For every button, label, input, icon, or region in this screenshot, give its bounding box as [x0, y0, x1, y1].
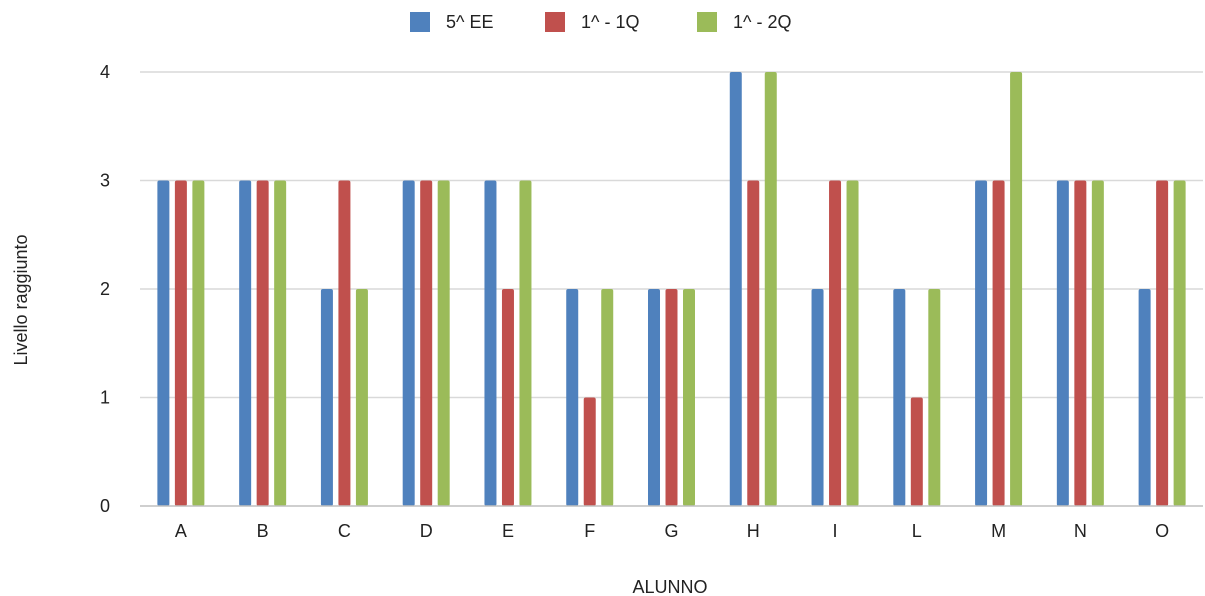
bar-l-series-2: [910, 397, 923, 506]
bar-h-series-1: [729, 72, 742, 506]
legend-label: 1^ - 2Q: [733, 12, 791, 32]
bar-m-series-3: [1010, 72, 1023, 506]
bar-o-series-3: [1173, 180, 1186, 506]
bar-a-series-3: [192, 180, 205, 506]
bar-e-series-2: [501, 289, 514, 506]
x-axis-title: ALUNNO: [632, 577, 707, 596]
x-tick-label: N: [1074, 521, 1087, 541]
y-tick-label: 0: [100, 496, 110, 516]
bar-d-series-2: [420, 180, 433, 506]
bar-f-series-1: [566, 289, 579, 506]
x-tick-label: O: [1155, 521, 1169, 541]
bar-o-series-2: [1156, 180, 1169, 506]
bar-f-series-2: [583, 397, 596, 506]
legend-swatch: [410, 12, 430, 32]
bar-h-series-3: [764, 72, 777, 506]
bar-g-series-3: [683, 289, 695, 506]
bar-i-series-2: [829, 180, 842, 506]
bar-e-series-3: [519, 180, 532, 506]
legend-label: 5^ EE: [446, 12, 493, 32]
bar-n-series-3: [1091, 180, 1104, 506]
x-tick-label: I: [833, 521, 838, 541]
x-tick-label: G: [664, 521, 678, 541]
bar-g-series-1: [648, 289, 660, 506]
x-tick-label: L: [912, 521, 922, 541]
x-tick-label: F: [584, 521, 595, 541]
bar-n-series-1: [1056, 180, 1069, 506]
bar-f-series-3: [601, 289, 614, 506]
bar-m-series-2: [992, 180, 1005, 506]
y-tick-label: 4: [100, 62, 110, 82]
bar-b-series-1: [239, 180, 252, 506]
bar-c-series-2: [338, 180, 351, 506]
bars: [157, 72, 1186, 506]
legend-label: 1^ - 1Q: [581, 12, 639, 32]
bar-m-series-1: [975, 180, 988, 506]
y-tick-label: 2: [100, 279, 110, 299]
bar-g-series-2: [665, 289, 678, 506]
x-tick-label: D: [420, 521, 433, 541]
x-tick-label: H: [747, 521, 760, 541]
bar-c-series-3: [355, 289, 368, 506]
x-tick-label: C: [338, 521, 351, 541]
bar-i-series-3: [846, 180, 859, 506]
x-tick-label: E: [502, 521, 514, 541]
x-tick-label: M: [991, 521, 1006, 541]
legend: 5^ EE 1^ - 1Q 1^ - 2Q: [410, 12, 791, 32]
y-tick-labels: 0 1 2 3 4: [100, 62, 110, 516]
bar-d-series-1: [402, 180, 415, 506]
bar-l-series-3: [928, 289, 941, 506]
y-tick-label: 1: [100, 388, 110, 408]
bar-a-series-2: [174, 180, 187, 506]
bar-b-series-2: [256, 180, 269, 506]
bar-i-series-1: [811, 289, 824, 506]
bar-n-series-2: [1074, 180, 1087, 506]
x-tick-label: A: [175, 521, 187, 541]
bar-a-series-1: [157, 180, 170, 506]
bar-e-series-1: [484, 180, 497, 506]
bar-d-series-3: [437, 180, 450, 506]
legend-swatch: [545, 12, 565, 32]
bar-h-series-2: [747, 180, 760, 506]
y-tick-label: 3: [100, 171, 110, 191]
bar-b-series-3: [274, 180, 287, 506]
x-tick-label: B: [257, 521, 269, 541]
bar-l-series-1: [893, 289, 906, 506]
y-axis-title: Livello raggiunto: [11, 234, 31, 365]
legend-swatch: [697, 12, 717, 32]
bar-o-series-1: [1138, 289, 1151, 506]
bar-c-series-1: [320, 289, 333, 506]
